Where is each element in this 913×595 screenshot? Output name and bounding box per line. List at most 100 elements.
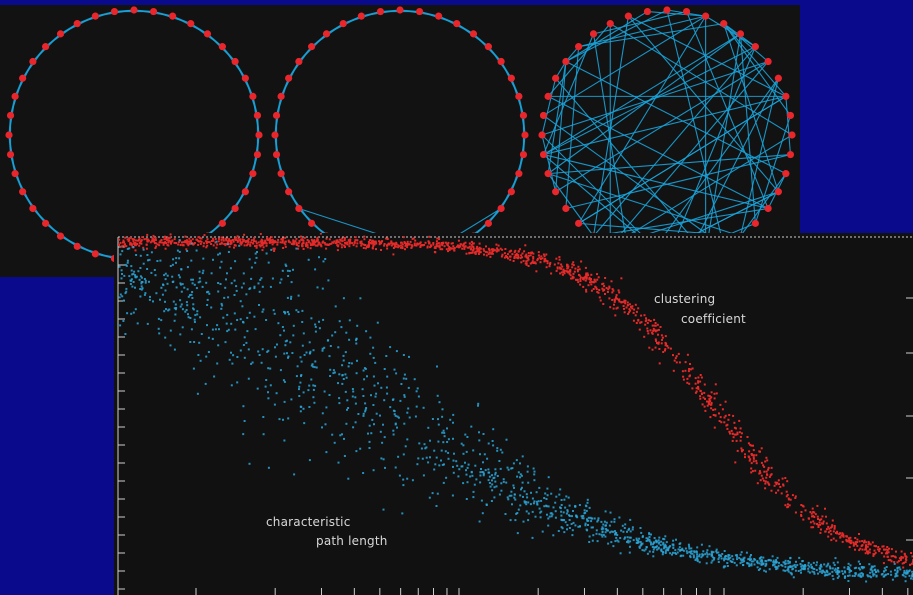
path-length-point <box>310 378 313 381</box>
path-length-point <box>174 308 177 311</box>
path-length-point <box>443 431 446 434</box>
path-length-point <box>823 563 826 566</box>
path-length-point <box>233 279 236 282</box>
path-length-point <box>131 273 134 276</box>
clustering-point <box>703 405 706 408</box>
clustering-point <box>177 241 180 244</box>
clustering-point <box>488 251 491 254</box>
path-length-point <box>696 555 699 558</box>
clustering-point <box>886 549 889 552</box>
clustering-point <box>694 377 697 380</box>
clustering-point <box>539 258 542 260</box>
path-length-point <box>857 573 860 576</box>
path-length-point <box>777 564 780 567</box>
path-length-point <box>582 517 585 520</box>
clustering-point <box>222 239 225 242</box>
clustering-point <box>611 288 614 291</box>
clustering-point <box>549 261 552 264</box>
clustering-point <box>865 548 868 551</box>
clustering-point <box>700 376 703 379</box>
clustering-point <box>863 539 866 542</box>
clustering-point <box>210 243 213 245</box>
path-length-point <box>821 571 824 574</box>
clustering-point <box>371 246 374 249</box>
path-length-point <box>275 392 278 395</box>
clustering-point <box>234 244 237 247</box>
clustering-point <box>542 253 545 256</box>
clustering-point <box>848 540 851 543</box>
clustering-point <box>125 245 128 248</box>
path-length-point <box>541 530 544 533</box>
path-length-point <box>284 263 287 266</box>
path-length-point <box>510 494 513 497</box>
chart-axes <box>117 236 913 595</box>
path-length-point <box>762 562 765 565</box>
path-length-point <box>662 543 665 546</box>
path-length-point <box>538 486 541 489</box>
path-length-point <box>847 574 849 577</box>
path-length-point <box>415 390 418 393</box>
path-length-point <box>614 532 617 535</box>
clustering-point <box>320 245 323 248</box>
network-node <box>764 57 772 66</box>
clustering-point <box>519 257 522 260</box>
clustering-point <box>566 264 569 266</box>
clustering-point <box>572 261 575 264</box>
clustering-point <box>133 242 136 245</box>
path-length-point <box>314 360 317 363</box>
path-length-point <box>726 562 729 564</box>
path-length-point <box>299 356 302 359</box>
clustering-point <box>833 526 836 529</box>
path-length-point <box>802 568 805 570</box>
clustering-point <box>373 243 376 246</box>
path-length-point <box>689 552 692 555</box>
clustering-point <box>239 238 242 241</box>
network-edge <box>555 77 707 255</box>
network-edge <box>609 61 769 247</box>
path-length-point <box>763 569 766 572</box>
clustering-point <box>760 461 763 464</box>
path-length-point <box>584 524 587 527</box>
clustering-point <box>738 431 741 434</box>
clustering-point <box>430 244 432 247</box>
path-length-point <box>787 570 790 573</box>
clustering-point <box>710 396 713 399</box>
path-length-point <box>500 482 503 485</box>
path-length-point <box>338 402 341 405</box>
path-length-point <box>342 359 345 362</box>
clustering-point <box>904 555 907 558</box>
clustering-point <box>822 520 825 523</box>
path-length-point <box>338 320 341 323</box>
path-length-point <box>418 442 421 445</box>
path-length-point <box>328 394 331 396</box>
clustering-point <box>250 241 253 244</box>
path-length-point <box>283 352 286 355</box>
clustering-point <box>142 246 145 249</box>
path-length-point <box>640 543 643 545</box>
clustering-point <box>658 362 661 365</box>
path-length-point <box>731 555 734 558</box>
clustering-point <box>413 244 416 247</box>
path-length-point <box>132 273 135 275</box>
network-edge <box>705 33 742 254</box>
clustering-point <box>697 381 700 384</box>
path-length-point <box>883 570 886 573</box>
path-length-point <box>383 436 386 439</box>
path-length-point <box>600 533 603 536</box>
clustering-point <box>343 237 346 240</box>
path-length-point <box>902 574 905 577</box>
clustering-point <box>284 245 287 248</box>
path-length-point <box>546 487 549 490</box>
clustering-point <box>228 239 231 242</box>
path-length-point <box>299 410 302 413</box>
clustering-point <box>120 245 123 248</box>
path-length-point <box>363 367 366 370</box>
path-length-point <box>228 358 231 361</box>
path-length-point <box>352 390 355 393</box>
path-length-point <box>770 559 772 562</box>
path-length-point <box>837 575 840 578</box>
clustering-point <box>585 277 588 280</box>
clustering-point <box>424 241 427 244</box>
clustering-point <box>727 418 730 421</box>
path-length-point <box>685 550 688 553</box>
